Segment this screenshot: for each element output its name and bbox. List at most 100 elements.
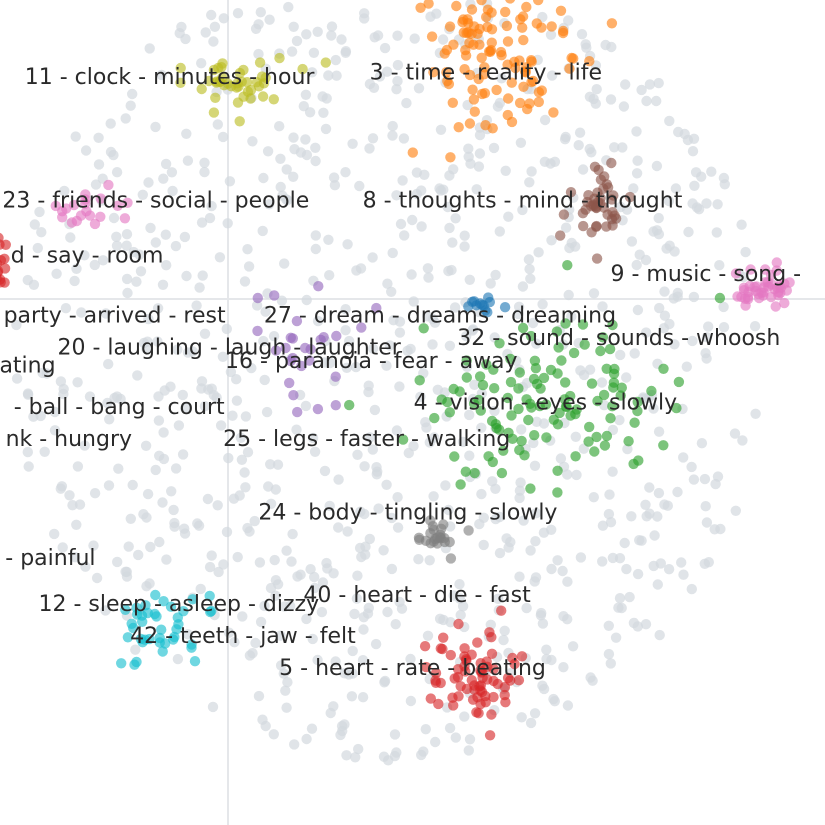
background-point (71, 263, 82, 274)
cluster-4-point (514, 367, 525, 378)
background-point (603, 620, 614, 631)
background-point (672, 291, 683, 302)
background-point (317, 91, 328, 102)
background-point (525, 273, 536, 284)
cluster-4-point (609, 363, 620, 375)
background-point (231, 395, 243, 406)
background-point (335, 729, 346, 741)
cluster-3-point (524, 98, 535, 109)
background-point (409, 33, 420, 44)
background-point (614, 414, 625, 426)
background-point (391, 190, 402, 201)
background-point (340, 304, 351, 315)
cluster-3-point (467, 84, 478, 95)
background-point (262, 146, 274, 157)
background-point (179, 231, 191, 243)
background-point (652, 511, 663, 522)
background-point (562, 576, 573, 587)
background-point (378, 751, 390, 762)
background-point (457, 601, 469, 612)
background-point (225, 366, 237, 378)
cluster-4-point (565, 410, 576, 421)
background-point (270, 575, 282, 586)
background-point (342, 239, 353, 250)
background-point (459, 241, 470, 252)
background-point (11, 373, 23, 384)
cluster-5-point (480, 697, 491, 708)
background-point (270, 590, 281, 601)
cluster-label: 32 - sound - sounds - whoosh (457, 326, 780, 351)
cluster-3-point (501, 20, 513, 32)
background-point (208, 36, 219, 47)
cluster-27-point (477, 299, 488, 311)
background-point (688, 474, 700, 485)
background-point (686, 583, 697, 595)
cluster-16-point (291, 315, 303, 327)
cluster-3-point (536, 85, 547, 96)
background-point (152, 336, 163, 347)
background-point (103, 358, 114, 370)
cluster-4-point (646, 385, 657, 397)
cluster-11-point (226, 81, 237, 92)
background-point (357, 655, 369, 666)
background-point (127, 88, 138, 100)
background-point (476, 422, 487, 433)
cluster-4-point (632, 405, 643, 417)
background-point (213, 566, 224, 578)
cluster-4-point (597, 332, 609, 343)
cluster-16-point (318, 332, 329, 343)
cluster-11-point (320, 57, 331, 68)
background-point (49, 425, 61, 436)
cluster-11-point (251, 77, 263, 88)
cluster-8-point (591, 202, 602, 214)
cluster-3-point (426, 31, 438, 42)
background-point (341, 750, 352, 761)
background-point (388, 315, 399, 326)
background-point (125, 513, 136, 524)
background-point (750, 408, 761, 419)
background-point (144, 43, 155, 54)
background-point (499, 625, 510, 636)
background-point (237, 611, 248, 622)
background-point (364, 432, 376, 443)
background-point (567, 641, 579, 652)
background-point (70, 131, 81, 142)
background-point (559, 134, 571, 145)
background-point (270, 484, 281, 495)
cluster-5-point (486, 709, 497, 720)
background-point (588, 288, 600, 299)
background-point (529, 460, 541, 471)
background-point (173, 420, 185, 431)
background-point (133, 549, 144, 561)
background-point (489, 405, 500, 417)
background-point (323, 70, 334, 81)
background-point (243, 261, 255, 272)
background-point (379, 677, 390, 688)
background-point (353, 743, 364, 755)
cluster-12-point (205, 606, 216, 618)
cluster-3-point (546, 21, 557, 32)
background-point (336, 34, 347, 45)
background-point (306, 723, 318, 734)
background-point (659, 310, 671, 321)
background-point (309, 582, 320, 594)
cluster-4-point (505, 353, 516, 365)
background-point (358, 612, 369, 623)
background-point (253, 19, 264, 30)
background-point (364, 143, 375, 154)
background-point (524, 263, 535, 275)
background-point (538, 418, 550, 429)
background-point (563, 289, 574, 301)
background-point (324, 270, 335, 281)
background-point (381, 360, 392, 371)
background-point (515, 477, 526, 488)
cluster-9-point (781, 285, 792, 296)
background-point (610, 632, 622, 643)
cluster-11-point (238, 91, 249, 102)
background-point (718, 172, 730, 184)
cluster-3-point (495, 46, 507, 58)
cluster-4-point (436, 394, 447, 405)
cluster-12-point (131, 656, 142, 668)
background-point (552, 555, 563, 566)
cluster-8-point (589, 193, 600, 204)
